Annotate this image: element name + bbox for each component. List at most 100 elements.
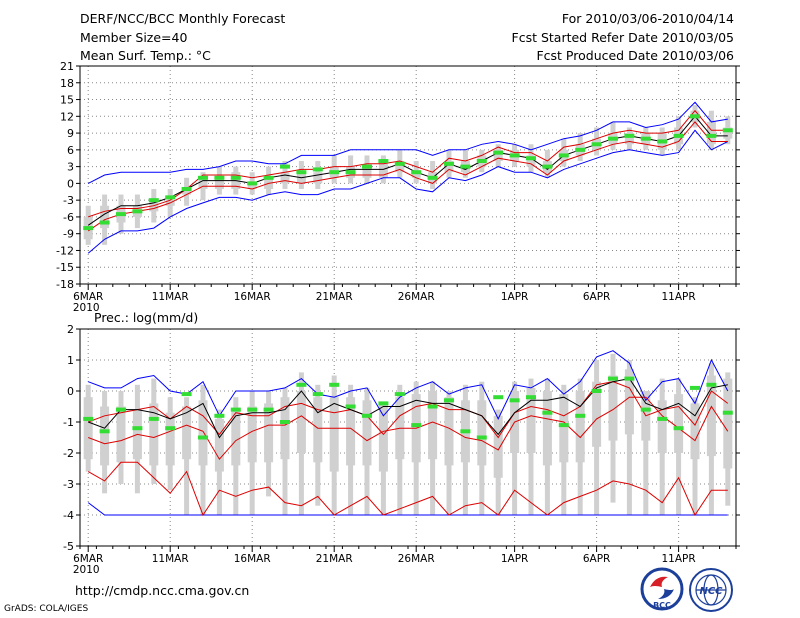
box-bar	[346, 397, 356, 466]
box-bar	[116, 406, 126, 463]
x-tick-label: 1APR	[501, 291, 529, 303]
mean-marker	[558, 423, 569, 428]
whisker-bar	[626, 360, 632, 515]
mean-marker	[165, 426, 176, 431]
box-bar	[362, 166, 372, 178]
box-bar	[100, 406, 110, 466]
website-url[interactable]: http://cmdp.ncc.cma.gov.cn	[75, 583, 250, 598]
mean-marker	[476, 435, 487, 440]
box-bar	[706, 121, 716, 145]
y-tick-label: 18	[60, 77, 74, 90]
mean-marker	[181, 186, 192, 191]
box-bar	[559, 394, 569, 463]
box-bar	[313, 397, 323, 463]
y-tick-label: 21	[60, 60, 74, 73]
box-bar	[395, 161, 405, 173]
produced-date: Fcst Produced Date 2010/03/06	[536, 48, 734, 63]
mean-marker	[476, 159, 487, 164]
mean-marker	[722, 128, 733, 133]
mean-marker	[542, 164, 553, 169]
box-bar	[182, 406, 192, 460]
mean-marker	[165, 195, 176, 200]
mean-marker	[148, 198, 159, 203]
box-bar	[214, 418, 224, 472]
mean-marker	[558, 153, 569, 158]
y-tick-label: -4	[63, 509, 74, 522]
y-tick-label: -18	[56, 278, 74, 291]
y-tick-label: 6	[67, 144, 74, 157]
forecast-period: For 2010/03/06-2010/04/14	[561, 11, 734, 26]
box-bar	[477, 400, 487, 466]
mean-marker	[690, 385, 700, 390]
mean-marker	[640, 136, 651, 141]
mean-marker	[132, 209, 143, 214]
box-bar	[296, 391, 306, 453]
y-tick-label: -5	[63, 540, 74, 553]
mean-marker	[493, 395, 504, 400]
y-tick-label: 0	[67, 385, 74, 398]
mean-marker	[526, 156, 536, 161]
y-tick-label: -9	[63, 228, 74, 241]
box-bar	[313, 172, 323, 184]
median-line	[87, 115, 728, 226]
x-tick-label: 6MAR	[73, 553, 103, 565]
mean-marker	[230, 407, 241, 412]
mean-marker	[230, 175, 241, 180]
mean-marker	[542, 410, 553, 415]
mean-marker	[378, 159, 389, 164]
mean-marker	[657, 139, 668, 144]
box-bar	[674, 394, 684, 453]
started-date: Fcst Started Refer Date 2010/03/05	[511, 30, 735, 45]
chart-title: DERF/NCC/BCC Monthly Forecast	[80, 11, 286, 26]
mean-marker	[296, 382, 307, 387]
mean-marker	[509, 153, 520, 158]
mean-marker	[608, 376, 618, 381]
box-bar	[706, 375, 716, 457]
mean-marker	[657, 416, 668, 421]
box-bar	[624, 133, 634, 145]
box-bar	[198, 177, 208, 189]
x-tick-label: 21MAR	[316, 553, 353, 565]
mean-marker	[493, 150, 504, 155]
low-quantile-line	[87, 461, 728, 517]
mean-marker	[345, 404, 356, 409]
mean-marker	[509, 398, 520, 403]
mean-marker	[673, 426, 684, 431]
box-bar	[362, 400, 372, 466]
mean-marker	[411, 170, 422, 175]
box-bar	[83, 397, 93, 460]
x-tick-label: 6APR	[583, 291, 611, 303]
member-size-label: Member Size=40	[80, 30, 188, 45]
y-tick-label: 3	[67, 161, 74, 174]
x-tick-label: 11APR	[662, 291, 696, 303]
ncc-logo-text: NCC	[699, 586, 723, 597]
variable-label: Mean Surf. Temp.: °C	[80, 48, 211, 63]
box-bar	[247, 406, 257, 463]
mean-marker	[444, 398, 454, 403]
box-bar	[100, 205, 110, 229]
x-tick-label: 11MAR	[152, 553, 189, 565]
x-tick-year-label: 2010	[73, 564, 100, 576]
box-bar	[247, 183, 257, 189]
mean-marker	[83, 226, 94, 231]
box-bar	[444, 161, 454, 173]
box-bar	[411, 172, 421, 178]
precip-panel-title: Prec.: log(mm/d)	[94, 310, 198, 325]
mean-marker	[247, 407, 258, 412]
bcc-logo-text: BCC	[653, 601, 671, 610]
mean-marker	[329, 170, 340, 175]
mean-marker	[444, 161, 454, 166]
mean-marker	[312, 167, 323, 172]
mean-marker	[722, 410, 733, 415]
ncc-logo: NCC	[688, 567, 734, 613]
y-tick-label: -3	[63, 194, 74, 207]
lower-quantile-line	[88, 396, 729, 461]
y-tick-label: -2	[63, 447, 74, 460]
x-tick-label: 26MAR	[398, 553, 435, 565]
box-bar	[280, 172, 290, 184]
y-tick-label: 1	[67, 354, 74, 367]
y-tick-label: -3	[63, 478, 74, 491]
mean-marker	[394, 161, 405, 166]
